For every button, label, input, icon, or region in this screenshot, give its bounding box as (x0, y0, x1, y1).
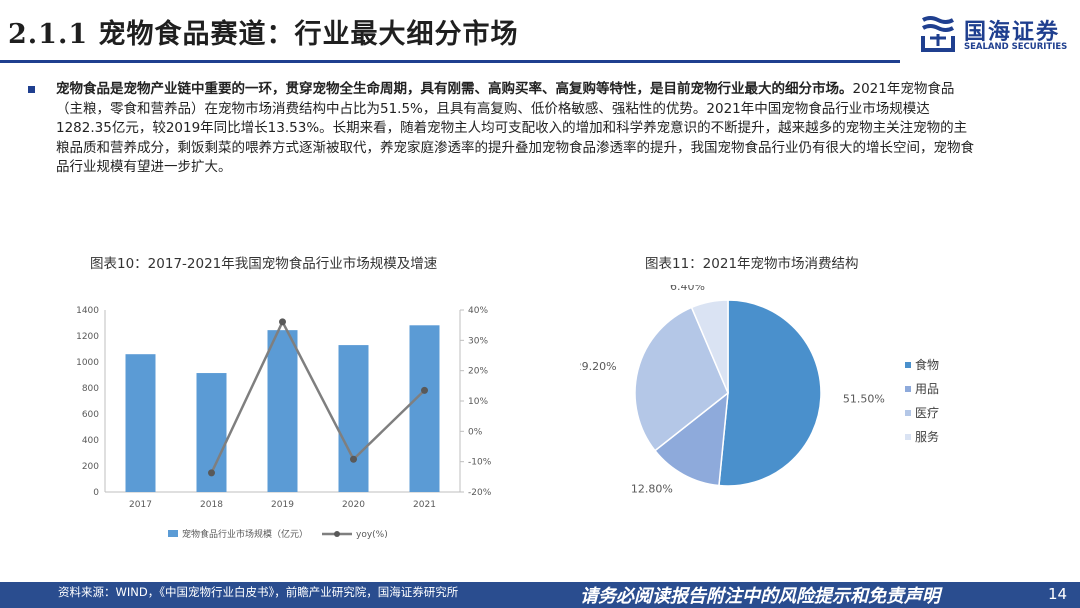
pie-value-label: 12.80% (631, 483, 673, 496)
y-tick-label: 800 (82, 384, 99, 394)
legend-label: 食物 (915, 357, 939, 372)
page-title: 2.1.1 宠物食品赛道：行业最大细分市场 (8, 19, 519, 50)
y2-tick-label: 0% (468, 427, 483, 437)
logo-english: SEALAND SECURITIES (964, 42, 1068, 52)
y2-tick-label: 30% (468, 336, 488, 346)
market-size-chart: 0 200 400 600 800 1000 1200 1400 -20% -10% 0% 10% 20… (76, 306, 492, 540)
pie-slice (718, 299, 822, 487)
legend-swatch (905, 362, 911, 368)
pie-value-label: 29.20% (580, 360, 617, 373)
legend-line-label: yoy(%) (356, 530, 388, 540)
legend-label: 用品 (915, 382, 939, 396)
legend-label: 服务 (915, 429, 939, 444)
body-text: 2021年宠物食品（主粮，零食和营养品）在宠物市场消费结构中占比为51.5%，且… (56, 81, 974, 175)
yoy-point (208, 469, 215, 477)
y2-tick-label: -10% (468, 458, 492, 468)
bullet-icon (28, 86, 35, 93)
logo-chinese: 国海证券 (964, 20, 1061, 45)
disclaimer: 请务必阅读报告附注中的风险提示和免责声明 (580, 586, 940, 607)
x-tick-label: 2018 (200, 500, 223, 510)
y2-tick-label: 20% (468, 367, 488, 377)
y2-tick-label: 10% (468, 397, 488, 407)
y-tick-label: 1200 (76, 332, 99, 342)
legend-swatch (905, 410, 911, 416)
y-tick-label: 0 (93, 488, 99, 498)
legend-line-marker (334, 531, 340, 537)
pie-slice (653, 391, 729, 487)
chart10-title: 图表10：2017-2021年我国宠物食品行业市场规模及增速 (90, 256, 438, 272)
sealand-logo-icon (921, 16, 955, 52)
x-tick-label: 2017 (129, 500, 152, 510)
y-tick-label: 1000 (76, 358, 99, 368)
bar (267, 330, 298, 492)
legend-swatch (905, 386, 911, 392)
bar (338, 345, 369, 492)
bold-lead: 宠物食品是宠物产业链中重要的一环，贯穿宠物全生命周期，具有刚需、高购买率、高复购… (56, 81, 853, 97)
summary-paragraph: 宠物食品是宠物产业链中重要的一环，贯穿宠物全生命周期，具有刚需、高购买率、高复购… (28, 80, 978, 178)
legend-label: 医疗 (915, 406, 939, 420)
pie-value-label: 6.40% (670, 285, 705, 293)
yoy-point (279, 318, 286, 326)
bar (409, 325, 440, 492)
yoy-point (350, 455, 357, 463)
footer: 资料来源：WIND，《中国宠物行业白皮书》，前瞻产业研究院，国海证券研究所 请务… (0, 582, 1080, 608)
bar (125, 354, 156, 492)
pie-slice (634, 306, 729, 452)
x-tick-label: 2021 (413, 500, 436, 510)
yoy-line (210, 319, 426, 474)
pie-slice (690, 299, 729, 394)
page-number: 14 (1048, 585, 1068, 603)
legend-bar-swatch (168, 530, 178, 537)
company-logo: 国海证券 SEALAND SECURITIES (920, 14, 1075, 58)
y2-tick-label: -20% (468, 488, 492, 498)
title-divider (0, 60, 900, 63)
pie-value-label: 51.50% (843, 392, 885, 405)
legend-swatch (905, 434, 911, 440)
x-tick-label: 2019 (271, 500, 294, 510)
y-tick-label: 200 (82, 462, 99, 472)
chart11-title: 图表11：2021年宠物市场消费结构 (645, 256, 859, 272)
header: 2.1.1 宠物食品赛道：行业最大细分市场 国海证券 SEALAND SECUR… (0, 0, 1080, 64)
y-tick-label: 600 (82, 410, 99, 420)
source-note: 资料来源：WIND，《中国宠物行业白皮书》，前瞻产业研究院，国海证券研究所 (58, 585, 459, 599)
yoy-point (421, 386, 428, 394)
y-tick-label: 1400 (76, 306, 99, 316)
x-tick-label: 2020 (342, 500, 365, 510)
legend-bar-label: 宠物食品行业市场规模（亿元） (182, 528, 308, 540)
y-tick-label: 400 (82, 436, 99, 446)
y2-tick-label: 40% (468, 306, 488, 316)
